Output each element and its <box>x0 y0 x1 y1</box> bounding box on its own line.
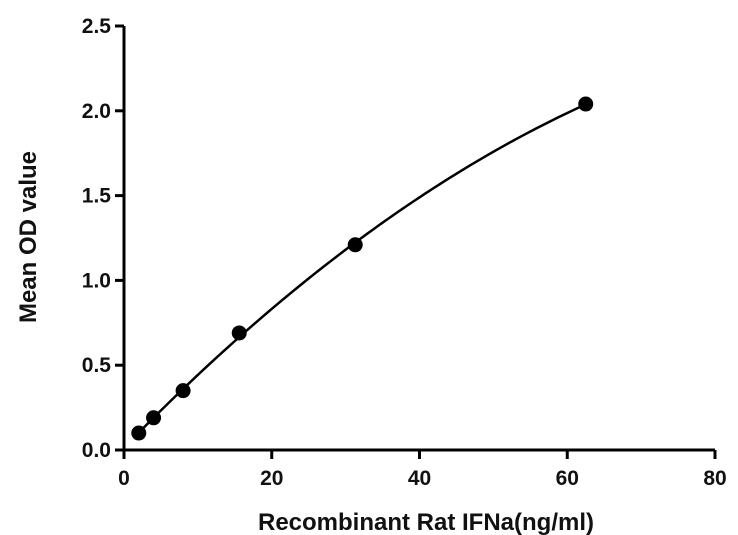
y-tick-label: 2.5 <box>82 15 112 38</box>
x-tick-label: 80 <box>703 467 726 490</box>
x-tick-label: 40 <box>408 467 431 490</box>
x-ticks: 0 20 40 60 80 <box>118 450 727 490</box>
x-tick-label: 20 <box>260 467 283 490</box>
data-point <box>146 410 162 426</box>
data-point <box>578 96 594 112</box>
y-ticks: 0.0 0.5 1.0 1.5 2.0 2.5 <box>82 15 124 462</box>
y-tick-label: 1.5 <box>82 185 112 208</box>
data-point <box>175 383 191 399</box>
y-tick-label: 2.0 <box>82 100 111 123</box>
y-tick-label: 1.0 <box>82 269 111 292</box>
data-point <box>231 325 247 341</box>
x-axis-title: Recombinant Rat IFNa(ng/ml) <box>258 509 594 535</box>
x-tick-label: 60 <box>556 467 579 490</box>
data-point <box>131 425 147 441</box>
data-point <box>347 237 363 253</box>
x-tick-label: 0 <box>118 467 130 490</box>
y-axis-title: Mean OD value <box>15 151 42 323</box>
fit-curve <box>137 103 587 434</box>
y-tick-label: 0.0 <box>82 439 111 462</box>
axes <box>122 26 715 452</box>
y-tick-label: 0.5 <box>82 354 112 377</box>
data-points <box>131 96 594 441</box>
